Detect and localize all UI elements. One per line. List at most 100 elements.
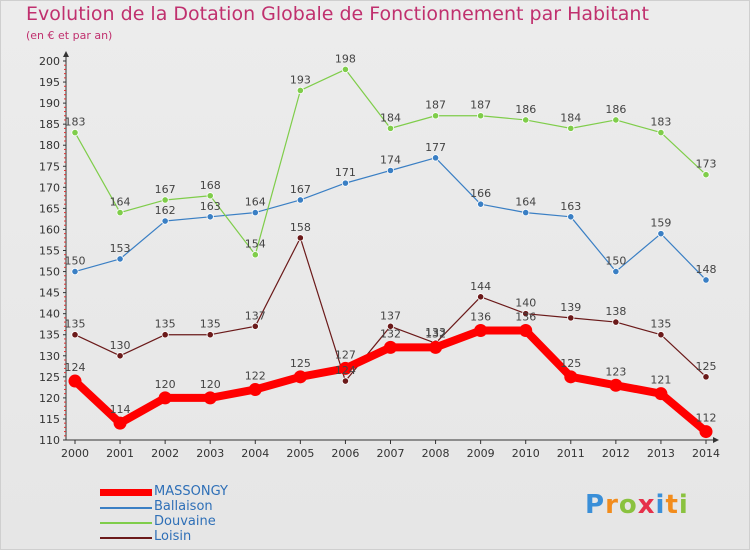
data-label-ballaison: 153	[110, 242, 131, 255]
data-label-loisin: 138	[605, 305, 626, 318]
data-label-ballaison: 162	[155, 204, 176, 217]
data-label-massongy: 136	[470, 311, 491, 324]
legend-label: Ballaison	[154, 499, 213, 514]
y-tick-label: 140	[39, 308, 60, 321]
data-label-massongy: 123	[605, 365, 626, 378]
data-label-loisin: 130	[110, 339, 131, 352]
y-tick-label: 195	[39, 76, 60, 89]
chart-title: Evolution de la Dotation Globale de Fonc…	[26, 3, 649, 25]
data-label-douvaine: 183	[65, 116, 86, 129]
data-point-massongy	[699, 425, 713, 439]
y-tick-label: 155	[39, 245, 60, 258]
data-point-ballaison	[702, 276, 710, 284]
data-point-loisin	[116, 352, 124, 360]
data-label-loisin: 137	[380, 309, 401, 322]
legend-label: Loisin	[154, 529, 192, 544]
y-tick-label: 185	[39, 118, 60, 131]
data-point-douvaine	[71, 128, 79, 137]
data-point-ballaison	[296, 196, 304, 204]
data-label-ballaison: 163	[560, 200, 581, 213]
y-tick-label: 190	[39, 97, 60, 110]
data-label-douvaine: 168	[200, 179, 221, 192]
x-tick-label: 2004	[241, 447, 269, 460]
data-point-loisin	[386, 322, 395, 330]
data-point-ballaison	[657, 230, 665, 238]
logo-letter: t	[665, 490, 679, 520]
data-label-massongy: 121	[650, 374, 671, 387]
data-point-massongy	[113, 416, 127, 430]
chart-subtitle: (en € et par an)	[26, 29, 113, 42]
y-tick-label: 125	[39, 371, 60, 384]
x-tick-label: 2006	[331, 447, 359, 460]
y-tick-label: 150	[39, 266, 60, 279]
y-tick-label: 175	[39, 160, 60, 173]
data-label-douvaine: 173	[696, 158, 717, 171]
data-label-loisin: 144	[470, 280, 491, 293]
y-tick-label: 145	[39, 287, 60, 300]
data-point-douvaine	[702, 171, 710, 179]
data-label-douvaine: 186	[515, 103, 536, 116]
data-label-ballaison: 171	[335, 166, 356, 179]
data-point-douvaine	[206, 192, 214, 200]
x-tick-label: 2008	[422, 447, 450, 460]
data-label-loisin: 139	[560, 301, 581, 314]
data-point-massongy	[519, 324, 533, 338]
data-point-loisin	[477, 293, 485, 301]
y-tick-label: 115	[39, 413, 60, 426]
data-label-massongy: 125	[560, 357, 581, 370]
logo-letter: x	[637, 490, 656, 520]
data-label-loisin: 135	[65, 318, 86, 331]
data-point-loisin	[251, 322, 259, 330]
data-point-douvaine	[657, 128, 665, 137]
data-label-ballaison: 148	[696, 263, 717, 276]
data-point-ballaison	[341, 179, 350, 187]
data-point-massongy	[203, 391, 217, 405]
data-label-ballaison: 150	[65, 255, 86, 268]
data-label-massongy: 112	[696, 412, 717, 425]
data-point-massongy	[429, 340, 443, 354]
data-point-douvaine	[522, 116, 530, 124]
data-label-loisin: 140	[515, 297, 536, 310]
legend-swatch	[100, 522, 152, 524]
data-point-ballaison	[567, 213, 575, 221]
data-point-massongy	[293, 370, 307, 384]
data-label-massongy: 120	[155, 378, 176, 391]
y-tick-label: 110	[39, 434, 60, 447]
x-axis-arrow	[713, 437, 719, 443]
data-point-loisin	[206, 331, 214, 339]
y-tick-label: 180	[39, 139, 60, 152]
logo-letter: i	[655, 490, 666, 520]
data-point-douvaine	[477, 112, 485, 120]
data-point-massongy	[68, 374, 82, 388]
data-point-ballaison	[116, 255, 124, 263]
data-label-douvaine: 193	[290, 73, 311, 86]
data-label-loisin: 124	[335, 364, 356, 377]
proxiti-logo: Proxiti	[585, 490, 689, 520]
y-tick-label: 120	[39, 392, 60, 405]
logo-letter: i	[678, 490, 689, 520]
data-point-massongy	[384, 340, 397, 354]
data-label-ballaison: 163	[200, 200, 221, 213]
data-label-douvaine: 187	[470, 99, 491, 112]
axes	[63, 51, 719, 444]
y-tick-label: 130	[39, 350, 60, 363]
data-point-douvaine	[567, 124, 575, 132]
x-tick-label: 2007	[377, 447, 405, 460]
y-axis-arrow	[63, 51, 69, 57]
data-point-ballaison	[71, 267, 79, 276]
data-label-massongy: 132	[425, 327, 446, 340]
data-label-massongy: 122	[245, 369, 266, 382]
x-tick-label: 2001	[106, 447, 134, 460]
data-point-ballaison	[431, 154, 440, 162]
data-point-massongy	[654, 387, 668, 401]
data-point-loisin	[567, 314, 575, 322]
data-label-ballaison: 164	[245, 196, 266, 209]
data-label-douvaine: 154	[245, 238, 266, 251]
data-point-ballaison	[612, 267, 620, 276]
y-tick-label: 165	[39, 202, 60, 215]
data-label-loisin: 133	[425, 326, 446, 339]
data-label-loisin: 135	[200, 318, 221, 331]
x-tick-label: 2010	[512, 447, 540, 460]
data-point-ballaison	[161, 217, 169, 225]
